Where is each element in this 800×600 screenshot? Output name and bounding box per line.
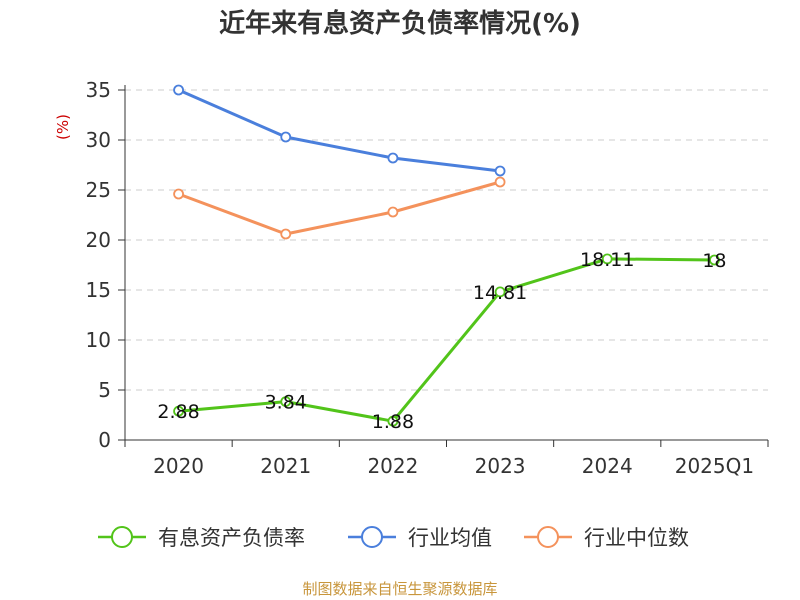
data-label: 3.84 <box>265 392 307 414</box>
legend-label: 有息资产负债率 <box>158 526 305 550</box>
legend-swatch-marker <box>111 526 133 548</box>
y-tick-label: 5 <box>98 378 111 402</box>
x-tick-label: 2021 <box>260 454 311 478</box>
data-point <box>387 415 399 427</box>
series-line <box>177 88 501 173</box>
y-tick-label: 15 <box>86 278 111 302</box>
data-point <box>173 84 184 96</box>
data-point <box>601 253 613 265</box>
legend-swatch-marker <box>537 526 559 548</box>
data-point <box>494 176 506 188</box>
data-point <box>280 228 292 240</box>
data-label: 14.81 <box>473 282 527 304</box>
data-label: 18.11 <box>580 249 634 271</box>
data-label: 18 <box>702 250 726 272</box>
x-tick-label: 2025Q1 <box>675 454 754 478</box>
data-point <box>709 254 720 266</box>
data-point <box>387 152 399 164</box>
data-point <box>280 396 292 408</box>
data-point <box>494 165 506 177</box>
x-tick-label: 2022 <box>367 454 418 478</box>
x-tick-label: 2023 <box>475 454 526 478</box>
data-point <box>280 131 292 143</box>
source-note: 制图数据来自恒生聚源数据库 <box>302 580 497 598</box>
data-point <box>173 188 184 200</box>
legend-swatch-marker <box>361 526 383 548</box>
y-tick-label: 0 <box>98 428 111 452</box>
legend-label: 行业中位数 <box>584 526 689 550</box>
x-tick-label: 2024 <box>582 454 633 478</box>
y-tick-label: 20 <box>86 228 111 252</box>
series-line <box>178 257 715 423</box>
y-axis-unit: (%) <box>54 114 72 140</box>
data-point <box>387 206 399 218</box>
data-point <box>173 405 184 417</box>
y-tick-label: 30 <box>86 128 111 152</box>
x-tick-label: 2020 <box>153 454 204 478</box>
y-tick-label: 10 <box>86 328 111 352</box>
y-tick-label: 25 <box>86 178 111 202</box>
grid-lines <box>125 89 768 391</box>
chart-title: 近年来有息资产负债率情况(%) <box>219 8 581 39</box>
legend-label: 行业均值 <box>408 526 492 550</box>
data-point <box>494 286 506 298</box>
data-labels: 2.88 3.84 1.88 14.81 18.11 18 <box>157 249 726 433</box>
data-label: 2.88 <box>157 401 199 423</box>
data-label: 1.88 <box>372 411 414 433</box>
y-tick-label: 35 <box>86 78 111 102</box>
legend: 有息资产负债率 行业均值 行业中位数 <box>98 526 689 550</box>
axes: 0 5 10 15 20 25 30 35 2020 2021 2022 2023 2024 2025Q1 <box>86 78 769 478</box>
series-group <box>173 84 720 427</box>
series-line <box>178 180 501 236</box>
